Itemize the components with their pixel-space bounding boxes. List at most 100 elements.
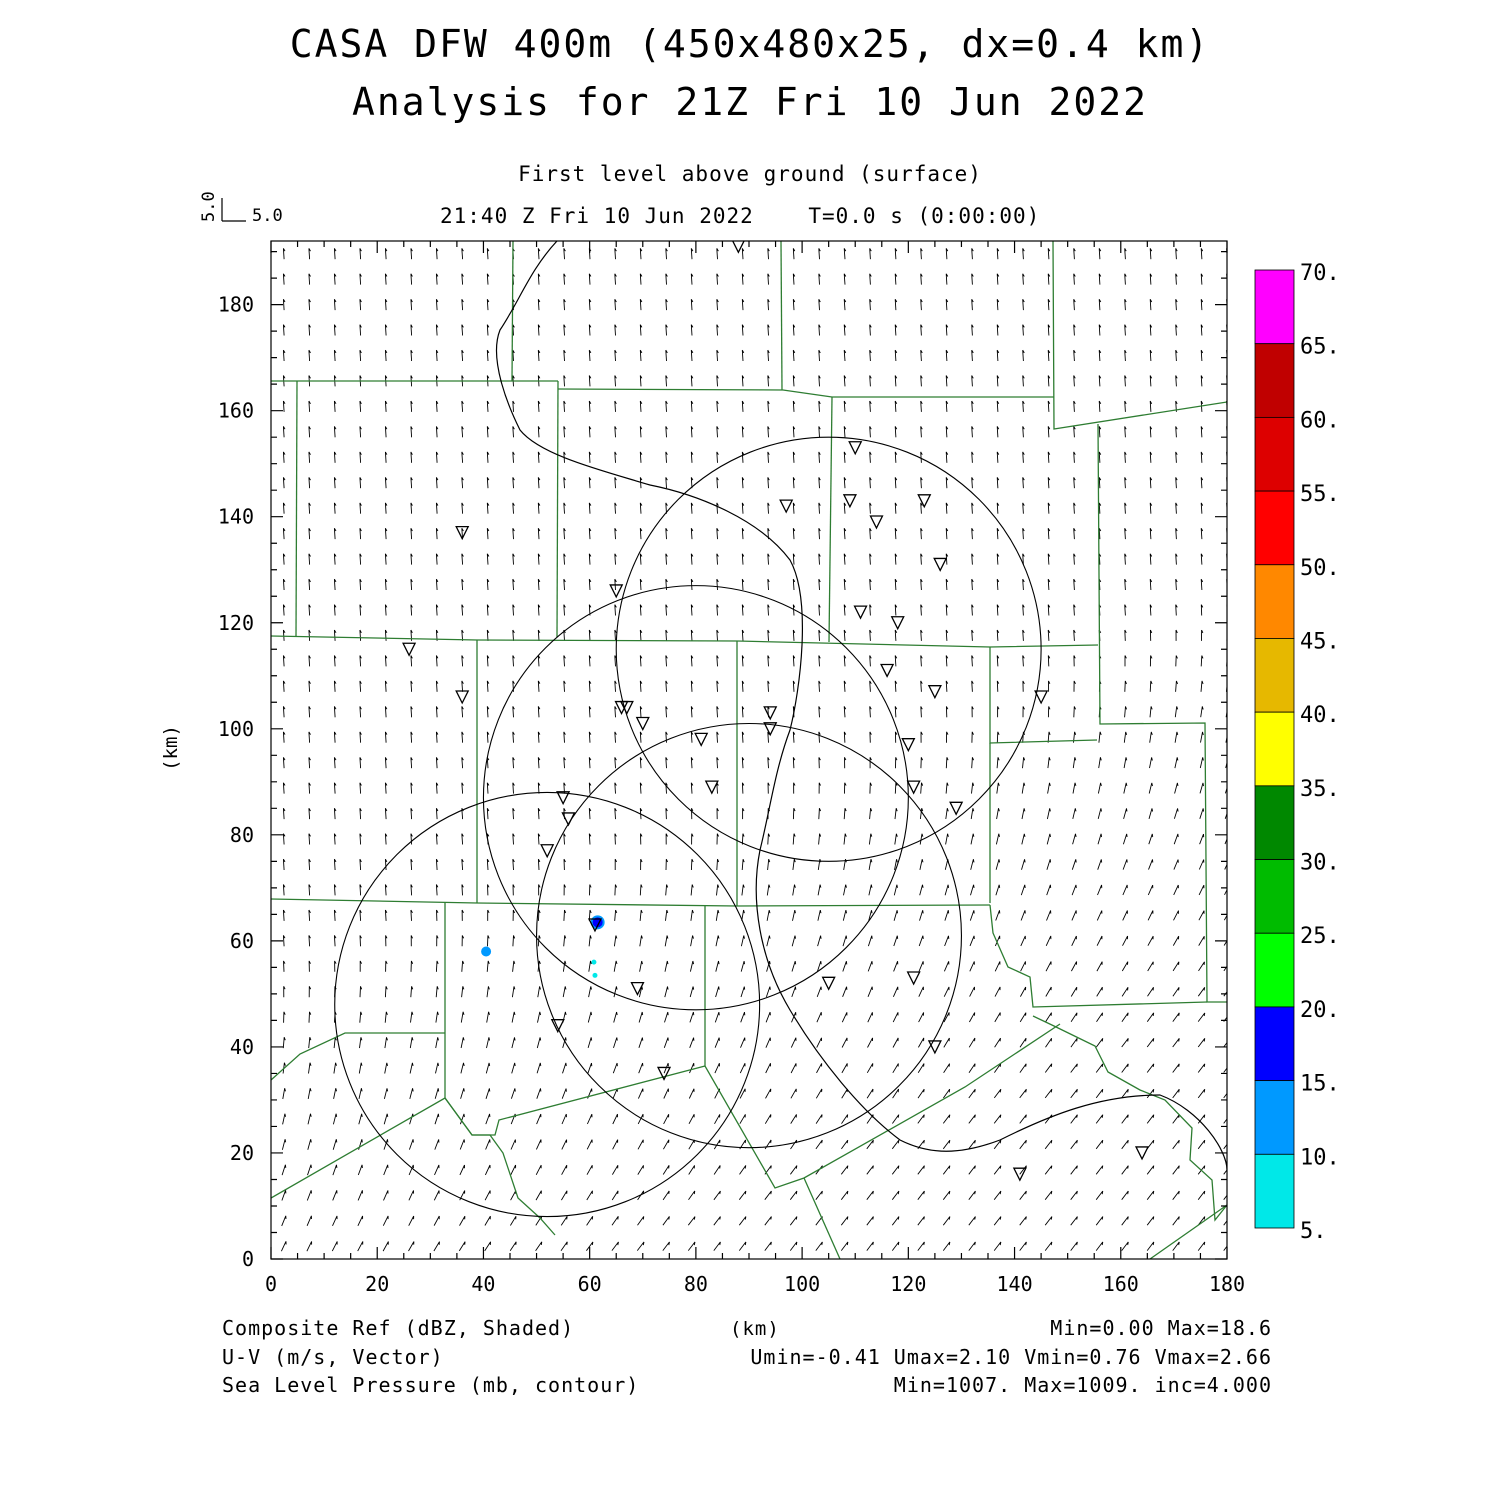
plot-area: [271, 241, 1227, 1259]
station-marker: [656, 1066, 672, 1081]
axis-ticks: [270, 241, 1228, 1260]
wind-vectors: [280, 248, 1227, 1252]
x-tick-label: 60: [578, 1272, 602, 1296]
station-marker: [763, 722, 778, 737]
colorbar-segment: [1254, 711, 1295, 787]
station-marker: [763, 706, 778, 721]
station-marker: [635, 716, 650, 731]
station-marker: [455, 525, 470, 541]
x-tick-label: 140: [996, 1272, 1032, 1296]
county-line: [271, 635, 1099, 648]
colorbar: 70. 65. 60. 55. 50. 45. 40. 35. 30. 25. 20. 15. 10. 5…: [1254, 261, 1340, 1244]
station-marker: [927, 1040, 942, 1055]
station-marker: [630, 981, 645, 997]
x-tick-label: 80: [684, 1272, 708, 1296]
colorbar-label: 70.: [1300, 261, 1340, 286]
colorbar-segment: [1254, 269, 1295, 345]
y-axis-tick-labels: 0 20 40 60 80 100 120 140 160 180: [218, 293, 254, 1271]
station-marker: [614, 700, 629, 716]
colorbar-label: 50.: [1300, 556, 1340, 581]
pressure-contours: [495, 241, 1227, 1171]
footer-left-1: Composite Ref (dBZ, Shaded): [222, 1316, 575, 1340]
station-marker: [927, 685, 942, 700]
reflectivity-cell: [591, 959, 597, 965]
county-line: [780, 241, 783, 391]
x-tick-label: 0: [265, 1272, 277, 1296]
x-axis-tick-labels: 0 20 40 60 80 100 120 140 160 180: [265, 1272, 1245, 1296]
county-line: [1032, 1015, 1227, 1222]
station-marker: [402, 642, 417, 657]
reflectivity-cells: [481, 915, 605, 978]
colorbar-segment: [1254, 638, 1295, 713]
station-marker: [1012, 1167, 1027, 1182]
county-line: [1097, 423, 1227, 1003]
vector-key-x-label: 5.0: [252, 206, 283, 226]
radar-range-ring: [615, 436, 1042, 862]
station-marker: [842, 494, 857, 509]
reflectivity-cell: [481, 946, 492, 957]
radar-range-ring: [536, 722, 962, 1149]
county-boundaries: [271, 241, 1227, 1259]
y-tick-label: 180: [218, 293, 254, 317]
station-marker: [880, 663, 895, 678]
colorbar-segment: [1254, 1080, 1295, 1155]
colorbar-label: 60.: [1300, 408, 1340, 433]
station-markers: [402, 241, 1150, 1182]
county-line: [1052, 241, 1227, 430]
y-tick-label: 0: [242, 1247, 254, 1271]
plot-subtitle: Analysis for 21Z Fri 10 Jun 2022: [351, 80, 1149, 124]
station-marker: [906, 971, 921, 986]
station-marker: [556, 791, 571, 806]
county-line: [803, 1177, 841, 1259]
x-tick-label: 40: [471, 1272, 495, 1296]
county-line: [271, 898, 991, 907]
colorbar-segment: [1254, 490, 1295, 566]
y-tick-label: 40: [230, 1035, 254, 1059]
station-marker: [853, 605, 868, 620]
level-label: First level above ground (surface): [518, 162, 982, 186]
station-marker: [933, 557, 948, 572]
x-tick-label: 120: [890, 1272, 926, 1296]
colorbar-segment: [1254, 1153, 1295, 1229]
y-tick-label: 80: [230, 823, 254, 847]
tick-marks: [270, 241, 1228, 1260]
y-tick-label: 120: [218, 611, 254, 635]
wind-vector-field: [280, 248, 1227, 1252]
radar-range-ring: [482, 585, 909, 1011]
county-line: [557, 388, 1054, 398]
station-marker: [587, 918, 603, 933]
county-line: [556, 380, 559, 638]
colorbar-label: 15.: [1300, 1072, 1340, 1097]
x-tick-label: 100: [784, 1272, 820, 1296]
station-marker: [906, 780, 921, 795]
footer-left-3: Sea Level Pressure (mb, contour): [222, 1373, 640, 1397]
colorbar-label: 55.: [1300, 482, 1340, 507]
county-line: [511, 241, 514, 382]
y-tick-label: 20: [230, 1141, 254, 1165]
county-line: [989, 904, 1208, 1008]
county-line: [444, 1097, 556, 1236]
station-marker: [550, 1019, 565, 1034]
colorbar-segment: [1254, 416, 1295, 492]
station-marker: [917, 494, 932, 509]
y-axis-label: (km): [160, 725, 182, 771]
footer-left-2: U-V (m/s, Vector): [222, 1345, 444, 1369]
station-marker: [848, 441, 863, 456]
x-tick-label: 20: [365, 1272, 389, 1296]
colorbar-segment: [1254, 785, 1295, 860]
footer-right-2: Umin=-0.41 Umax=2.10 Vmin=0.76 Vmax=2.66: [750, 1345, 1272, 1369]
station-marker: [869, 515, 884, 530]
station-marker: [694, 732, 709, 747]
station-marker: [561, 812, 576, 827]
vector-key-y-label: 5.0: [199, 191, 219, 222]
station-marker: [732, 241, 745, 254]
colorbar-label: 30.: [1300, 851, 1340, 876]
station-marker: [609, 584, 624, 599]
y-tick-label: 140: [218, 505, 254, 529]
colorbar-label: 5.: [1300, 1219, 1327, 1244]
pressure-contour: [495, 241, 1227, 1171]
station-marker: [949, 801, 964, 816]
station-marker: [704, 780, 719, 795]
station-marker: [540, 844, 555, 859]
